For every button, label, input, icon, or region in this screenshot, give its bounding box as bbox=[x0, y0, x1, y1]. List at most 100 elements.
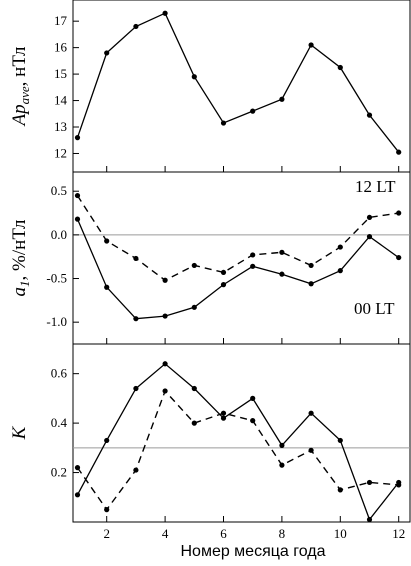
panel-a1-series-dashed-point bbox=[74, 192, 81, 199]
panel-k-frame bbox=[72, 343, 411, 523]
x-tick-label: 6 bbox=[220, 526, 227, 541]
panel-k-series bbox=[74, 361, 402, 523]
panel-a1-series-solid-point bbox=[366, 234, 373, 240]
panel-k-series-dashed-point bbox=[250, 418, 256, 424]
panel-k-series-dashed-point bbox=[396, 482, 402, 488]
panel-a1-series-solid-point bbox=[220, 282, 227, 288]
panel-ap-ytick-label: 16 bbox=[54, 40, 68, 55]
panel-k-series-dashed-point bbox=[162, 388, 168, 394]
panel-k-series-dashed-point bbox=[104, 507, 110, 513]
panel-ap-series-solid-point bbox=[279, 96, 285, 102]
panel-a1-ytick-label: -1.0 bbox=[46, 314, 67, 329]
panel-a1-series-solid-point bbox=[396, 254, 402, 261]
panel-a1-ytick-label: -0.5 bbox=[46, 271, 67, 286]
panel-k-series-dashed-point bbox=[337, 487, 343, 493]
panel-a1-series-dashed-point bbox=[279, 249, 285, 255]
panel-ap-ave-ticks: 12 13 14 15 16 17 bbox=[54, 13, 400, 172]
panel-k-series-solid-point bbox=[162, 361, 168, 367]
panel-ap-ytick-label: 12 bbox=[54, 145, 67, 160]
panel-a1-ytick-label: 0.5 bbox=[51, 183, 67, 198]
panel-ap-ytick-label: 14 bbox=[54, 93, 68, 108]
panel-a1-series-solid-point bbox=[133, 316, 139, 322]
panel-a1: -1.0 -0.5 0.0 0.5 12 LT 00 LT a1, %/нТл bbox=[9, 171, 411, 345]
panel-ap-series-solid-point bbox=[104, 50, 110, 56]
panel-a1-series-solid-point bbox=[191, 304, 197, 310]
panel-ap-series-solid-point bbox=[133, 23, 139, 30]
x-tick-label: 10 bbox=[334, 526, 347, 541]
panel-k-series-solid-point bbox=[220, 415, 227, 421]
panel-k-ytick-label: 0.6 bbox=[51, 366, 68, 381]
panel-k: 0.2 0.4 0.6 2 4 6 8 10 12 K Номер месяца года bbox=[9, 343, 411, 560]
panel-ap-ave-ylabel-main: Ap bbox=[9, 104, 30, 127]
x-tick-label: 12 bbox=[392, 526, 405, 541]
x-tick-label: 4 bbox=[162, 526, 169, 541]
panel-a1-series-dashed-line bbox=[76, 195, 399, 282]
panel-ap-series-solid-line bbox=[76, 12, 400, 153]
panel-a1-series-solid-point bbox=[250, 263, 256, 269]
panel-a1-ylabel-sub: 1 bbox=[17, 280, 32, 287]
panel-a1-series-dashed-point bbox=[162, 277, 168, 283]
panel-a1-series-dashed-point bbox=[104, 238, 110, 244]
panel-a1-ylabel-unit: , %/нТл bbox=[9, 219, 30, 280]
panel-a1-series-solid-line bbox=[76, 218, 400, 320]
panel-a1-series-dashed-point bbox=[220, 269, 227, 276]
panel-k-series-solid-point bbox=[279, 442, 285, 448]
panel-k-ytick-label: 0.2 bbox=[51, 465, 67, 480]
panel-a1-ylabel-main: a bbox=[9, 287, 30, 297]
panel-k-series-dashed-point bbox=[220, 410, 227, 416]
panel-a1-series-solid-point bbox=[279, 271, 285, 277]
panel-ap-ave-ylabel-unit: , нТл bbox=[9, 46, 30, 86]
panel-ap-series-solid-point bbox=[308, 42, 314, 48]
panel-k-series-solid-line bbox=[76, 362, 400, 521]
panel-ap-series-solid-point bbox=[337, 64, 343, 71]
panel-k-series-solid-point bbox=[104, 437, 110, 444]
panel-a1-series-solid-point bbox=[337, 268, 343, 274]
panel-k-series-dashed-point bbox=[74, 465, 81, 471]
x-tick-label: 2 bbox=[103, 526, 110, 541]
panel-a1-series-dashed-point bbox=[308, 262, 314, 269]
panel-k-series-dashed-point bbox=[133, 467, 139, 473]
panel-ap-series-solid-point bbox=[162, 10, 168, 16]
panel-a1-series-dashed-point bbox=[366, 214, 373, 221]
panel-ap-ytick-label: 15 bbox=[54, 66, 67, 81]
panel-k-series-dashed-point bbox=[191, 420, 197, 426]
panel-k-series-dashed-point bbox=[366, 479, 373, 486]
panel-k-series-dashed-point bbox=[279, 462, 285, 468]
annotation-12-lt: 12 LT bbox=[355, 177, 396, 196]
panel-a1-ylabel: a1, %/нТл bbox=[9, 219, 32, 296]
panel-k-series-solid-point bbox=[191, 385, 197, 392]
panel-ap-ytick-label: 17 bbox=[54, 13, 68, 28]
panel-k-series-solid-point bbox=[337, 437, 343, 444]
panel-k-series-dashed-point bbox=[308, 447, 314, 453]
panel-a1-series-solid-point bbox=[162, 313, 168, 319]
panel-ap-ave-ylabel: Apave, нТл bbox=[9, 46, 32, 127]
panel-k-ytick-label: 0.4 bbox=[51, 415, 68, 430]
panel-k-series-solid-point bbox=[74, 492, 81, 498]
panel-k-series-solid-point bbox=[250, 395, 256, 401]
panel-a1-series-solid-point bbox=[74, 216, 81, 222]
panel-ap-series-solid-point bbox=[191, 74, 197, 80]
panel-a1-series-dashed-point bbox=[396, 210, 402, 216]
panel-ap-ave-ylabel-sub: ave bbox=[17, 86, 32, 104]
panel-ap-ytick-label: 13 bbox=[54, 119, 67, 134]
panel-a1-series-solid-point bbox=[308, 281, 314, 287]
panel-k-series-solid-point bbox=[366, 516, 373, 523]
panel-ap-series-solid-point bbox=[220, 120, 227, 126]
panel-k-ylabel: K bbox=[9, 425, 30, 440]
panel-ap-series-solid-point bbox=[396, 149, 402, 155]
panel-a1-series-dashed-point bbox=[250, 252, 256, 258]
panel-a1-ticks: -1.0 -0.5 0.0 0.5 bbox=[46, 183, 400, 344]
panel-a1-series-dashed-point bbox=[191, 262, 197, 269]
panel-a1-series-dashed-point bbox=[133, 255, 139, 262]
panel-a1-series-solid-point bbox=[104, 284, 110, 290]
panel-k-series-solid-point bbox=[308, 410, 314, 416]
panel-a1-series bbox=[74, 192, 402, 322]
x-axis-label: Номер месяца года bbox=[180, 543, 325, 560]
x-tick-label: 8 bbox=[279, 526, 286, 541]
panel-ap-series-solid-point bbox=[250, 108, 256, 114]
x-axis-ticks: 2 4 6 8 10 12 bbox=[103, 526, 405, 541]
annotation-00-lt: 00 LT bbox=[354, 299, 395, 318]
panel-a1-series-dashed-point bbox=[337, 244, 343, 250]
panel-k-ticks: 0.2 0.4 0.6 bbox=[51, 366, 400, 522]
